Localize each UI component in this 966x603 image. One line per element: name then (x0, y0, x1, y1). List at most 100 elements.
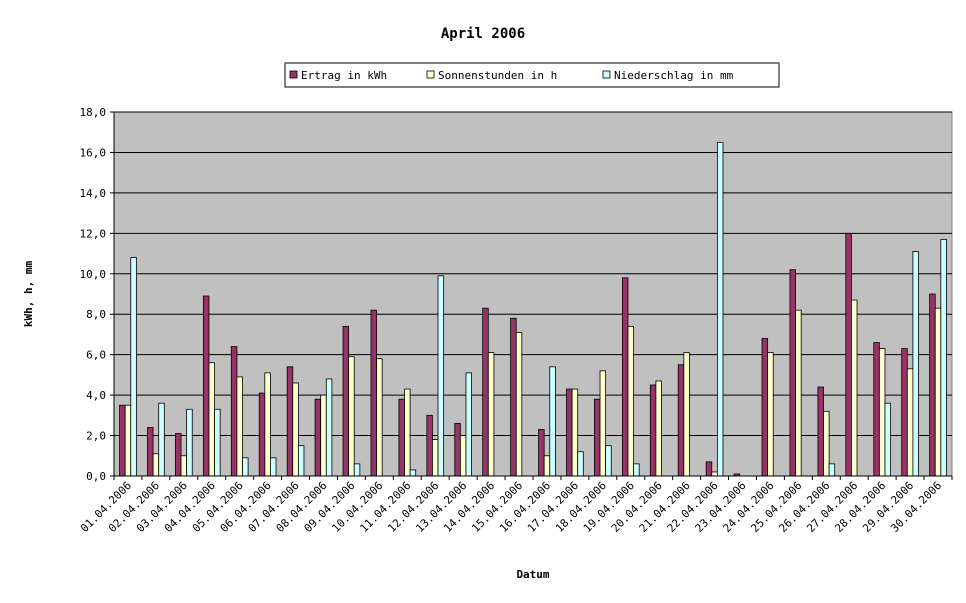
bar-niederschlag (270, 457, 277, 477)
bar-sonnenstunden (432, 439, 439, 477)
bar-niederschlag (214, 408, 221, 477)
bar-ertrag (929, 293, 936, 477)
bar-sonnenstunden (767, 352, 774, 477)
bar-sonnenstunden (711, 471, 718, 477)
bar-niederschlag (437, 275, 445, 477)
bar-niederschlag (940, 238, 947, 477)
bar-sonnenstunden (599, 370, 607, 477)
bar-niederschlag (409, 469, 417, 477)
bar-niederschlag (130, 257, 137, 477)
x-axis-label: Datum (516, 568, 549, 581)
bar-niederschlag (884, 402, 891, 477)
bar-sonnenstunden (683, 352, 690, 477)
y-tick-label: 16,0 (80, 146, 107, 159)
legend-label-ertrag: Ertrag in kWh (301, 69, 387, 82)
bar-sonnenstunden (292, 382, 299, 477)
bar-niederschlag (633, 463, 640, 477)
y-axis-ticks: 0,0 2,0 4,0 6,0 8,0 10,0 12,0 14,0 16,0 18,0 (80, 106, 114, 483)
bar-sonnenstunden (627, 325, 634, 477)
bar-sonnenstunden (487, 352, 495, 477)
bar-ertrag (817, 386, 824, 477)
bar-ertrag (426, 414, 433, 477)
bar-sonnenstunden (906, 368, 914, 477)
y-tick-label: 6,0 (86, 349, 106, 362)
bar-sonnenstunden (348, 356, 355, 477)
bar-ertrag (482, 307, 489, 477)
bar-sonnenstunden (795, 309, 802, 477)
legend-swatch-sonnenstunden (426, 70, 435, 79)
y-tick-label: 10,0 (80, 268, 107, 281)
y-tick-label: 2,0 (86, 430, 106, 443)
bar-sonnenstunden (320, 394, 327, 477)
legend-label-sonnenstunden: Sonnenstunden in h (438, 69, 557, 82)
bar-ertrag (677, 364, 685, 477)
bar-ertrag (258, 392, 266, 477)
bar-ertrag (286, 366, 294, 477)
bar-sonnenstunden (376, 358, 383, 477)
bar-ertrag (175, 433, 182, 477)
bar-sonnenstunden (823, 410, 830, 477)
bar-sonnenstunden (851, 299, 858, 477)
bar-niederschlag (912, 251, 919, 477)
bar-niederschlag (828, 463, 836, 477)
bar-ertrag (202, 295, 210, 477)
bar-ertrag (147, 427, 154, 477)
legend-swatch-niederschlag (602, 70, 611, 79)
bar-ertrag (398, 398, 405, 477)
bar-niederschlag (325, 378, 333, 477)
bar-sonnenstunden (236, 376, 243, 477)
bar-ertrag (789, 269, 796, 477)
bar-ertrag (342, 325, 350, 477)
legend-label-niederschlag: Niederschlag in mm (614, 69, 734, 82)
bar-sonnenstunden (878, 348, 886, 477)
y-tick-label: 14,0 (80, 187, 107, 200)
bar-sonnenstunden (515, 332, 523, 477)
plot-area (113, 111, 953, 477)
y-tick-label: 4,0 (86, 389, 106, 402)
bar-ertrag (119, 404, 126, 477)
bar-niederschlag (465, 372, 472, 477)
y-tick-label: 18,0 (80, 106, 107, 119)
bar-sonnenstunden (264, 372, 271, 477)
y-axis-label: kWh, h, mm (22, 261, 35, 328)
bar-niederschlag (186, 408, 193, 477)
bar-ertrag (538, 429, 545, 477)
bar-ertrag (510, 317, 517, 477)
bar-sonnenstunden (655, 380, 662, 477)
bar-ertrag (230, 346, 238, 477)
bar-sonnenstunden (404, 388, 411, 477)
bar-ertrag (621, 277, 629, 477)
bar-ertrag (594, 398, 601, 477)
bar-niederschlag (353, 463, 361, 477)
bar-ertrag (314, 398, 322, 477)
legend: Ertrag in kWh Sonnenstunden in h Nieders… (284, 62, 780, 88)
bar-niederschlag (716, 141, 724, 477)
bar-sonnenstunden (571, 388, 579, 477)
bar-ertrag (705, 461, 713, 477)
bar-ertrag (873, 342, 880, 477)
bar-ertrag (454, 423, 461, 477)
x-axis-ticks: 01.04.200602.04.200603.04.200604.04.2006… (78, 476, 953, 535)
bar-niederschlag (605, 445, 612, 477)
bar-sonnenstunden (180, 455, 188, 477)
bar-sonnenstunden (459, 435, 467, 477)
bar-ertrag (901, 348, 908, 477)
bar-sonnenstunden (208, 362, 215, 477)
bar-sonnenstunden (152, 453, 160, 477)
bar-ertrag (761, 338, 769, 477)
bar-ertrag (649, 384, 657, 477)
chart-title: April 2006 (441, 26, 525, 42)
bar-sonnenstunden (124, 404, 132, 477)
bar-niederschlag (158, 402, 165, 477)
bar-ertrag (370, 309, 377, 477)
bar-niederschlag (242, 457, 249, 477)
bar-sonnenstunden (934, 307, 942, 477)
legend-swatch-ertrag (289, 70, 298, 79)
y-tick-label: 8,0 (86, 308, 106, 321)
gridlines (114, 111, 952, 437)
y-tick-label: 0,0 (86, 470, 106, 483)
legend-box (284, 62, 780, 88)
bar-niederschlag (549, 366, 556, 477)
bars (119, 141, 947, 477)
